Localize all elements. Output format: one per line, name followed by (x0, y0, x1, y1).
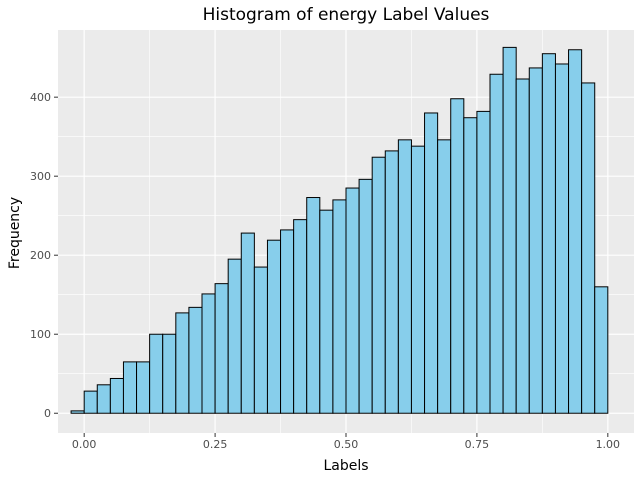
y-tick-label: 200 (30, 249, 51, 262)
x-tick-label: 0.00 (72, 438, 97, 451)
histogram-bar (450, 98, 465, 414)
histogram-bar (424, 112, 439, 414)
histogram-bar (594, 286, 609, 414)
histogram-bar (83, 390, 98, 414)
histogram-bar (476, 110, 491, 414)
histogram-bar (136, 361, 151, 414)
y-axis-ticks: 0 100 200 300 400 (30, 91, 58, 420)
y-axis-label: Frequency (7, 197, 23, 269)
histogram-bar (437, 139, 452, 414)
histogram-bar (358, 178, 373, 414)
x-tick-label: 0.75 (465, 438, 490, 451)
histogram-bar (345, 187, 360, 414)
histogram-bar (581, 82, 596, 414)
x-tick-label: 0.50 (334, 438, 359, 451)
histogram-bars (70, 46, 609, 414)
histogram-bar (463, 117, 478, 414)
histogram-bar (397, 139, 412, 414)
y-tick-label: 0 (44, 407, 51, 420)
x-axis-ticks: 0.00 0.25 0.50 0.75 1.00 (72, 433, 620, 451)
histogram-bar (149, 333, 164, 414)
y-tick-label: 400 (30, 91, 51, 104)
histogram-bar (162, 333, 177, 414)
y-tick-label: 300 (30, 170, 51, 183)
histogram-bar (188, 306, 203, 414)
histogram-bar (70, 410, 85, 414)
histogram-bar (489, 73, 504, 414)
histogram-bar (293, 219, 308, 414)
chart-title: Histogram of energy Label Values (203, 5, 490, 25)
histogram-bar (266, 239, 282, 414)
histogram-bar (528, 67, 543, 414)
histogram-bar (175, 312, 190, 414)
histogram-bar (554, 63, 570, 414)
histogram-bar (515, 78, 530, 414)
histogram-bar (227, 258, 242, 414)
histogram-bar (201, 293, 216, 414)
x-axis-label: Labels (323, 458, 368, 474)
histogram-bar (280, 229, 295, 414)
histogram-bar (541, 53, 556, 414)
histogram-bar (240, 232, 255, 414)
histogram-bar (306, 197, 321, 414)
histogram-bar (96, 384, 111, 414)
histogram-bar (384, 150, 399, 414)
x-tick-label: 0.25 (203, 438, 228, 451)
x-tick-label: 1.00 (596, 438, 621, 451)
histogram-bar (253, 266, 268, 414)
histogram-bar (109, 377, 124, 414)
histogram-bar (410, 145, 426, 414)
histogram-bar (332, 199, 347, 414)
y-tick-label: 100 (30, 328, 51, 341)
histogram-bar (214, 283, 229, 414)
histogram-bar (502, 46, 517, 414)
histogram-bar (568, 49, 583, 414)
histogram-bar (371, 156, 386, 414)
histogram-bar (122, 361, 138, 414)
histogram-bar (319, 209, 334, 414)
